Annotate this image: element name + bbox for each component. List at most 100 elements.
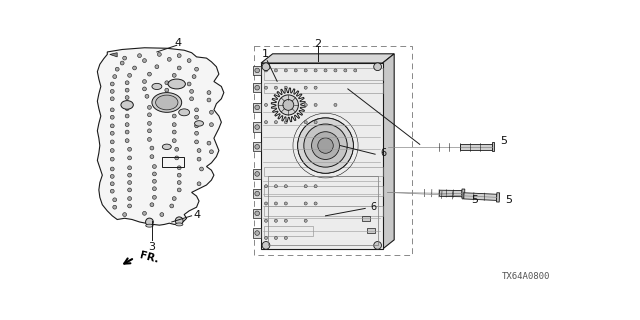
Circle shape: [110, 148, 114, 152]
Circle shape: [172, 114, 176, 118]
Bar: [264, 186, 383, 196]
Circle shape: [167, 57, 172, 61]
Polygon shape: [383, 54, 394, 249]
Circle shape: [177, 188, 181, 192]
Circle shape: [160, 213, 164, 217]
Polygon shape: [261, 54, 394, 63]
Circle shape: [172, 107, 176, 110]
Circle shape: [110, 157, 114, 161]
Circle shape: [264, 86, 268, 89]
Bar: [362, 216, 370, 220]
Circle shape: [304, 185, 307, 188]
Bar: [264, 68, 383, 80]
Circle shape: [278, 95, 298, 115]
Circle shape: [264, 236, 268, 240]
Circle shape: [177, 54, 181, 58]
Circle shape: [304, 202, 307, 205]
Circle shape: [264, 202, 268, 205]
Circle shape: [172, 73, 176, 77]
Circle shape: [314, 103, 317, 107]
Circle shape: [197, 182, 201, 186]
Polygon shape: [462, 189, 465, 198]
Circle shape: [113, 75, 116, 78]
Bar: [253, 169, 261, 179]
Circle shape: [147, 106, 152, 109]
Circle shape: [145, 218, 154, 226]
Bar: [253, 142, 261, 151]
Circle shape: [125, 96, 129, 100]
Circle shape: [275, 219, 278, 222]
Text: 5: 5: [471, 195, 478, 205]
Ellipse shape: [179, 109, 189, 116]
Circle shape: [127, 180, 132, 184]
Circle shape: [127, 196, 132, 201]
Circle shape: [275, 236, 278, 240]
Circle shape: [110, 140, 114, 144]
Circle shape: [110, 108, 114, 112]
Circle shape: [255, 145, 259, 149]
Circle shape: [314, 185, 317, 188]
Circle shape: [165, 88, 169, 92]
Text: 4: 4: [175, 38, 182, 48]
Circle shape: [152, 164, 156, 168]
Circle shape: [150, 203, 154, 207]
Circle shape: [304, 103, 307, 107]
Circle shape: [275, 69, 278, 72]
Circle shape: [195, 131, 198, 135]
Bar: [253, 103, 261, 112]
Bar: [367, 228, 375, 233]
Circle shape: [143, 80, 147, 84]
Circle shape: [298, 118, 353, 173]
Circle shape: [152, 196, 156, 199]
Circle shape: [195, 140, 198, 144]
Ellipse shape: [146, 224, 153, 227]
Bar: [253, 66, 261, 75]
Circle shape: [207, 141, 211, 145]
Circle shape: [127, 156, 132, 160]
Circle shape: [284, 185, 287, 188]
Circle shape: [152, 180, 156, 183]
Circle shape: [123, 56, 127, 60]
Circle shape: [125, 107, 129, 110]
Circle shape: [197, 148, 201, 152]
Circle shape: [304, 219, 307, 222]
Circle shape: [275, 202, 278, 205]
Polygon shape: [97, 48, 224, 225]
Circle shape: [195, 108, 198, 112]
Circle shape: [177, 180, 181, 184]
Circle shape: [324, 69, 327, 72]
Circle shape: [157, 52, 161, 56]
Circle shape: [344, 69, 347, 72]
Circle shape: [177, 173, 181, 177]
Polygon shape: [110, 53, 117, 57]
Text: 6: 6: [370, 202, 376, 212]
Circle shape: [125, 130, 129, 134]
Circle shape: [113, 198, 116, 202]
Circle shape: [113, 205, 116, 209]
Circle shape: [207, 98, 211, 102]
Circle shape: [125, 114, 129, 118]
Circle shape: [172, 123, 176, 127]
Circle shape: [195, 67, 198, 71]
Circle shape: [127, 166, 132, 170]
Ellipse shape: [163, 144, 172, 149]
Circle shape: [255, 191, 259, 196]
Circle shape: [284, 219, 287, 222]
Bar: [261, 63, 383, 249]
Circle shape: [110, 131, 114, 135]
Circle shape: [255, 125, 259, 129]
Circle shape: [209, 110, 213, 114]
Circle shape: [195, 115, 198, 119]
Circle shape: [175, 156, 179, 160]
Circle shape: [284, 236, 287, 240]
Circle shape: [127, 147, 132, 151]
Circle shape: [262, 242, 270, 249]
Circle shape: [172, 139, 176, 143]
Text: TX64A0800: TX64A0800: [502, 272, 550, 281]
Circle shape: [264, 121, 268, 124]
Circle shape: [262, 63, 270, 71]
Circle shape: [189, 97, 193, 101]
Circle shape: [284, 103, 287, 107]
Circle shape: [110, 90, 114, 93]
Circle shape: [120, 61, 124, 65]
